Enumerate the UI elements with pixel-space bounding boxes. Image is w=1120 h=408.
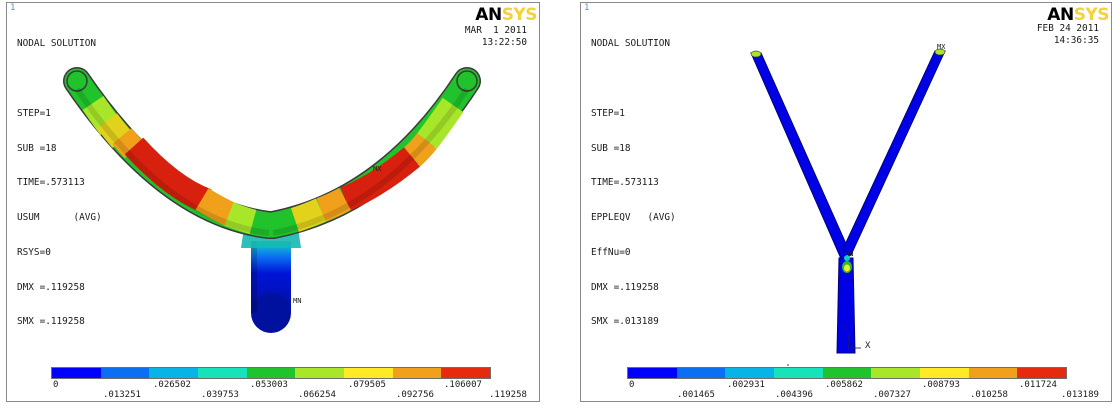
legend-band [822, 368, 872, 378]
legend-band [149, 368, 199, 378]
legend-tick: .007327 [873, 390, 911, 400]
stem-section [251, 241, 291, 333]
legend-band [52, 368, 101, 378]
legend-tick: .106007 [444, 380, 482, 390]
info-line: RSYS=0 [17, 246, 51, 258]
left-viewport[interactable]: 1 NODAL SOLUTION STEP=1 SUB =18 TIME=.57… [6, 2, 540, 402]
ansys-logo: ANSYS [475, 5, 537, 25]
legend-band [392, 368, 442, 378]
solution-info: NODAL SOLUTION STEP=1 SUB =18 TIME=.5731… [591, 15, 676, 351]
legend-tick: .039753 [201, 390, 239, 400]
window-number: 1 [10, 3, 16, 13]
info-line: SUB =18 [591, 142, 631, 154]
legend-tick: .011724 [1019, 380, 1057, 390]
legend-tick: .004396 [775, 390, 813, 400]
min-marker: MN [845, 250, 854, 258]
legend-tick: .079505 [348, 380, 386, 390]
legend-tick: .008793 [922, 380, 960, 390]
legend-band [968, 368, 1018, 378]
info-line: EPPLEQV (AVG) [591, 212, 676, 224]
date-text: FEB 24 2011 [1036, 23, 1099, 34]
timestamp: FEB 24 2011 14:36:35 [1037, 23, 1099, 46]
info-line: NODAL SOLUTION [17, 38, 97, 50]
info-line: DMX =.119258 [591, 281, 659, 293]
legend-band [1017, 368, 1067, 378]
axis-x-label: X [865, 341, 871, 351]
info-line: SUB =18 [17, 142, 57, 154]
legend-tick: .066254 [298, 390, 336, 400]
legend-tick: .005862 [825, 380, 863, 390]
legend-band [246, 368, 296, 378]
legend-band [725, 368, 775, 378]
info-line: NODAL SOLUTION [591, 38, 671, 50]
info-line: TIME=.573113 [591, 177, 659, 189]
date-text: MAR 1 2011 [464, 25, 527, 36]
info-line: STEP=1 [17, 107, 51, 119]
legend-band [676, 368, 726, 378]
right-viewport[interactable]: 1 NODAL SOLUTION STEP=1 SUB =18 TIME=.57… [580, 2, 1112, 402]
legend-tick: 0 [629, 380, 635, 390]
legend-band [441, 368, 491, 378]
contour-legend [51, 367, 491, 379]
legend-tick: .026502 [153, 380, 191, 390]
axis-y-label: Y [846, 342, 851, 350]
legend-band [100, 368, 150, 378]
time-text: 13:22:50 [481, 36, 527, 48]
ansys-logo: ANSYS [1047, 5, 1109, 25]
legend-band [344, 368, 393, 378]
info-line: TIME=.573113 [17, 177, 85, 189]
legend-tick: .092756 [396, 390, 434, 400]
solution-info: NODAL SOLUTION STEP=1 SUB =18 TIME=.5731… [17, 15, 102, 351]
max-marker: MX [937, 43, 946, 51]
legend-band [198, 368, 247, 378]
info-line: DMX =.119258 [17, 281, 85, 293]
legend-band [628, 368, 677, 378]
strain-model [750, 48, 946, 366]
info-line: STEP=1 [591, 107, 625, 119]
min-marker: MN [293, 297, 302, 305]
legend-band [920, 368, 969, 378]
legend-band [774, 368, 823, 378]
deformed-model [63, 67, 481, 333]
legend-tick: 0 [53, 380, 59, 390]
info-line: USUM (AVG) [17, 212, 102, 224]
time-text: 14:36:35 [1053, 34, 1099, 46]
legend-tick: .119258 [489, 390, 527, 400]
legend-tick: .001465 [677, 390, 715, 400]
info-line: EffNu=0 [591, 246, 631, 258]
axis-z-label: Z [843, 324, 848, 332]
legend-tick: .053003 [250, 380, 288, 390]
contour-legend [627, 367, 1067, 379]
legend-tick: .013189 [1061, 390, 1099, 400]
window-number: 1 [584, 3, 590, 13]
max-marker: MX [373, 165, 382, 173]
info-line: SMX =.013189 [591, 316, 659, 328]
timestamp: MAR 1 2011 13:22:50 [465, 25, 527, 48]
info-line: SMX =.119258 [17, 316, 85, 328]
legend-band [295, 368, 345, 378]
legend-tick: .010258 [970, 390, 1008, 400]
legend-band [871, 368, 921, 378]
legend-tick: .002931 [727, 380, 765, 390]
legend-tick: .013251 [103, 390, 141, 400]
